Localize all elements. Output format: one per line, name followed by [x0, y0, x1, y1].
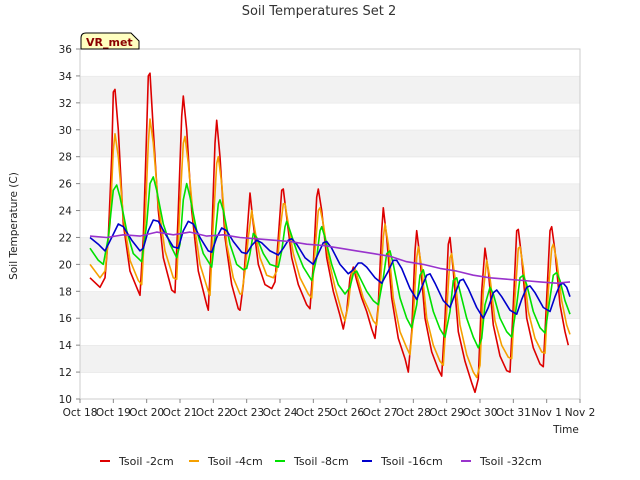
legend-label: Tsoil -8cm [293, 455, 349, 468]
grid-band [80, 183, 580, 211]
y-tick-label: 32 [59, 98, 72, 110]
grid-band [80, 372, 580, 399]
x-tick-label: Oct 30 [463, 407, 498, 419]
grid-band [80, 156, 580, 184]
grid-band [80, 210, 580, 238]
x-tick-label: Oct 29 [429, 407, 464, 419]
badge-background [80, 32, 140, 50]
x-tick-label: Oct 18 [63, 407, 98, 419]
badge-label: VR_met [86, 36, 133, 49]
x-tick-label: Oct 28 [396, 407, 431, 419]
x-tick-label: Oct 23 [229, 407, 264, 419]
x-tick-label: Oct 20 [129, 407, 164, 419]
y-tick-label: 30 [59, 125, 72, 137]
x-tick-label: Oct 25 [296, 407, 331, 419]
x-axis-label: Time [552, 424, 579, 436]
y-tick-label: 22 [59, 232, 72, 244]
legend-label: Tsoil -32cm [479, 455, 542, 468]
y-axis-label: Soil Temperature (C) [8, 172, 20, 280]
grid-band [80, 345, 580, 373]
x-tick-label: Oct 19 [96, 407, 131, 419]
y-tick-label: 28 [59, 152, 72, 164]
x-tick-label: Oct 27 [363, 407, 398, 419]
chart-title: Soil Temperatures Set 2 [242, 4, 397, 19]
x-tick-label: Oct 26 [329, 407, 364, 419]
grid-band [80, 49, 580, 76]
x-tick-label: Oct 22 [196, 407, 231, 419]
series-lines [89, 72, 571, 394]
y-tick-label: 14 [59, 340, 73, 352]
x-tick-label: Oct 24 [263, 407, 298, 419]
y-tick-label: 34 [59, 71, 73, 83]
legend-label: Tsoil -4cm [207, 455, 263, 468]
series-line-tsoil-4cm [89, 118, 571, 379]
y-tick-label: 24 [59, 206, 73, 218]
grid-bands [80, 48, 580, 399]
plot-area-border [79, 48, 581, 400]
vr-met-badge: VR_met [80, 32, 140, 50]
grid-band [80, 291, 580, 319]
y-tick-label: 18 [59, 286, 72, 298]
y-tick-label: 36 [59, 44, 73, 56]
y-tick-label: 12 [59, 367, 72, 379]
grid-band [80, 129, 580, 157]
x-tick-label: Oct 31 [496, 407, 531, 419]
legend-label: Tsoil -2cm [118, 455, 174, 468]
series-line-tsoil-32cm [89, 231, 571, 284]
series-line-tsoil-16cm [89, 219, 571, 319]
x-tick-label: Nov 1 [531, 407, 562, 419]
y-tick-label: 10 [59, 394, 72, 406]
grid-band [80, 318, 580, 346]
y-tick-label: 26 [59, 179, 73, 191]
series-line-tsoil-8cm [89, 176, 571, 349]
grid-band [80, 75, 580, 103]
y-tick-label: 20 [59, 259, 72, 271]
legend: Tsoil -2cm Tsoil -4cm Tsoil -8cm Tsoil -16c… [100, 455, 542, 468]
grid-band [80, 102, 580, 130]
x-tick-label: Oct 21 [163, 407, 198, 419]
x-tick-label: Nov 2 [565, 407, 596, 419]
legend-label: Tsoil -16cm [380, 455, 443, 468]
y-axis-ticks: 10 12 14 16 18 20 22 24 26 28 30 32 34 36 [59, 44, 80, 406]
y-tick-label: 16 [59, 313, 73, 325]
